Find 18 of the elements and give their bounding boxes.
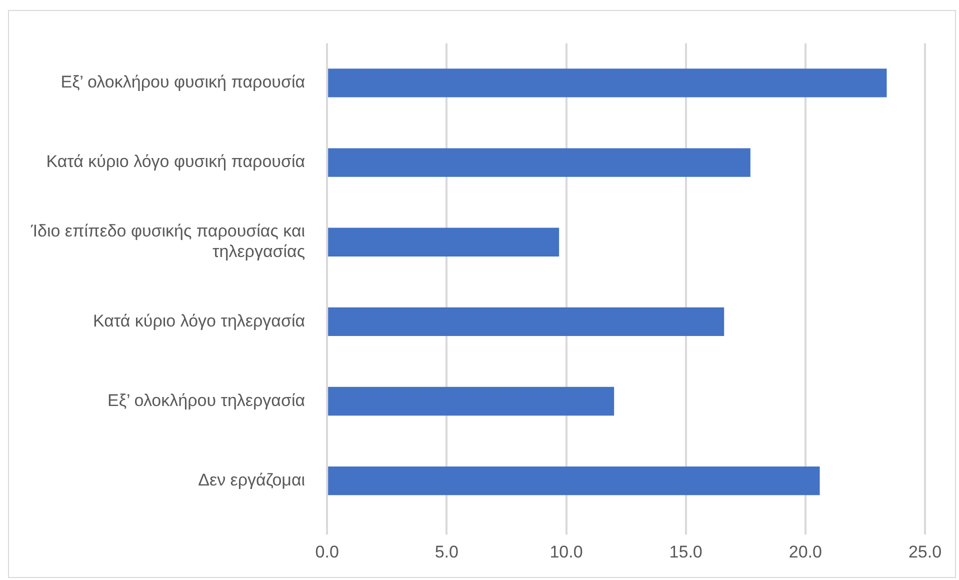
- y-tick-label: Ίδιο επίπεδο φυσικής παρουσίας και τηλεργασίας: [30, 222, 306, 262]
- bar: [328, 68, 887, 98]
- bar: [328, 307, 724, 336]
- bar: [328, 466, 820, 496]
- x-tick-label: 15.0: [669, 542, 702, 562]
- x-tick-label: 10.0: [550, 542, 583, 562]
- bar: [328, 228, 560, 256]
- bar: [328, 386, 614, 416]
- y-tick-label: Εξ’ ολοκλήρου τηλεργασία: [107, 390, 306, 410]
- x-tick-label: 20.0: [788, 542, 822, 562]
- x-tick-label: 25.0: [908, 542, 942, 562]
- bar: [328, 148, 750, 177]
- y-tick-label: Κατά κύριο λόγο φυσική παρουσία: [46, 152, 306, 172]
- x-tick-label: 5.0: [434, 542, 458, 562]
- y-tick-label: Κατά κύριο λόγο τηλεργασία: [92, 311, 306, 330]
- y-tick-label: Εξ’ ολοκλήρου φυσική παρουσία: [60, 72, 306, 92]
- x-tick-label: 0.0: [315, 542, 339, 562]
- y-tick-label: Δεν εργάζομαι: [198, 470, 306, 490]
